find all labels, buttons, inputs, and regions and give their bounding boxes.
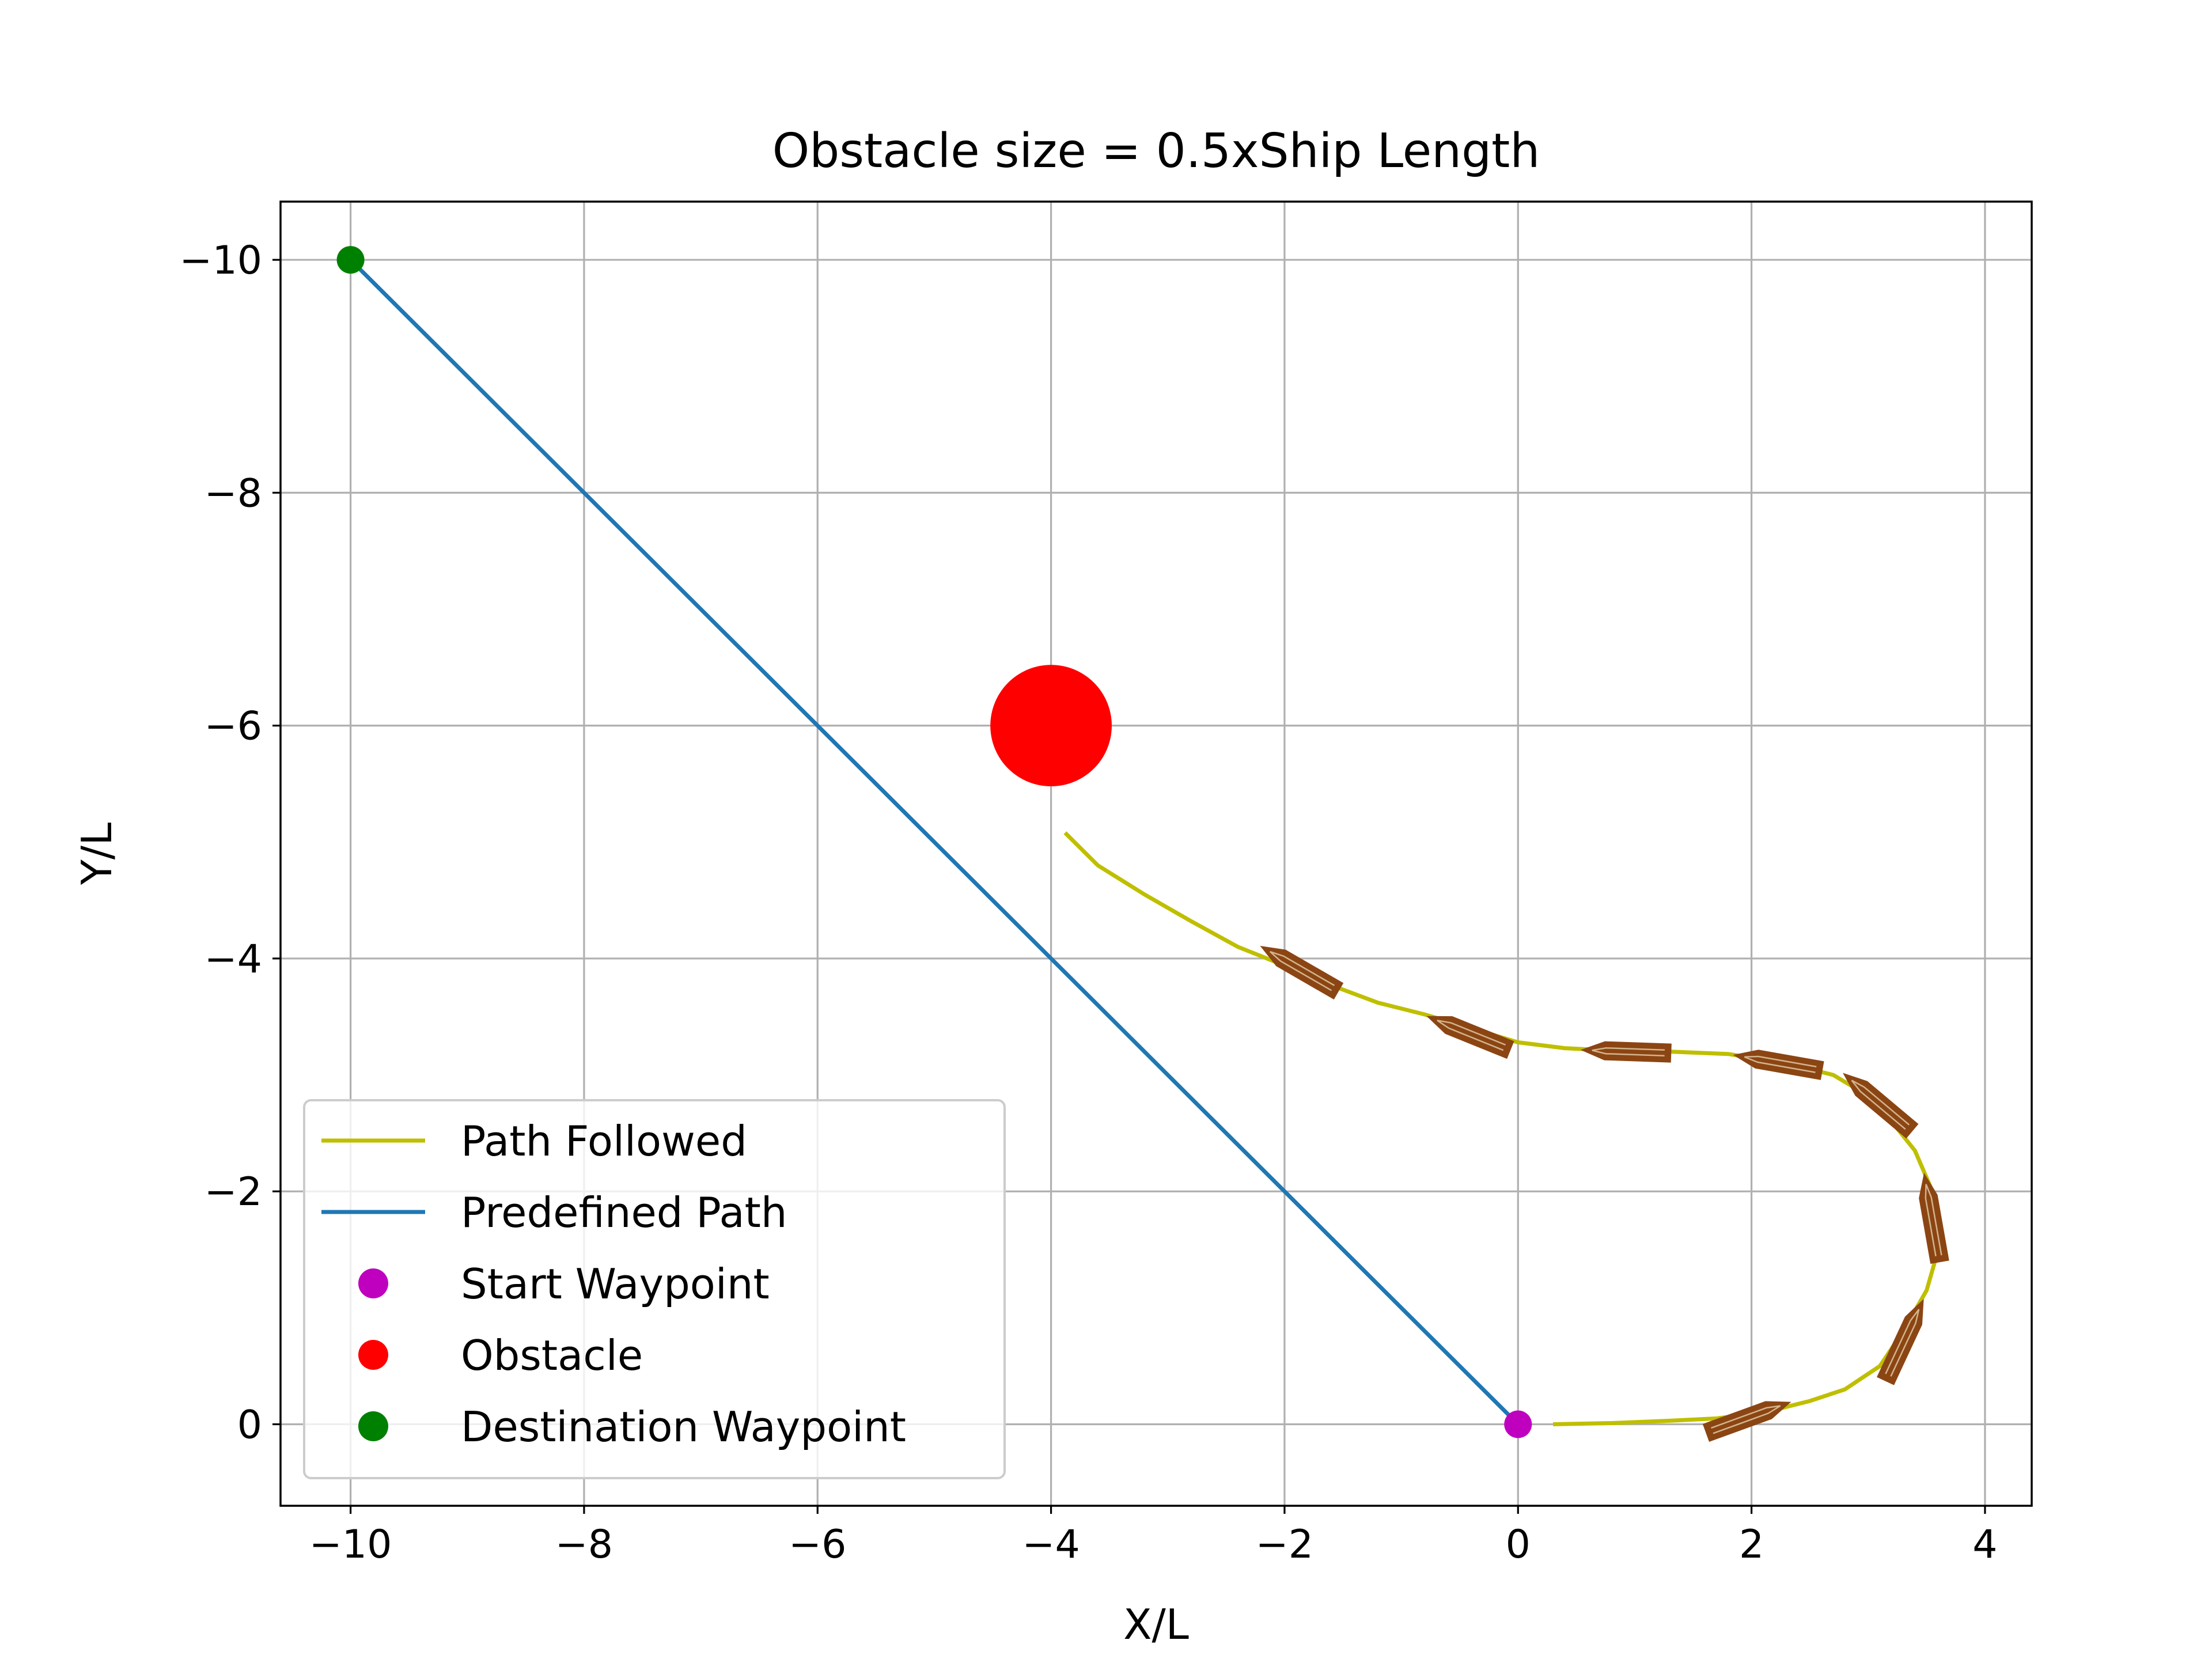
ship-hull — [1843, 1073, 1919, 1139]
x-tick-label: −6 — [789, 1522, 846, 1567]
ship-hull — [1733, 1050, 1824, 1080]
obstacle-marker — [990, 665, 1112, 787]
plot-data — [336, 246, 1949, 1442]
predefined-path-line — [349, 258, 1520, 1426]
ship-deck-line — [1885, 1309, 1920, 1377]
x-tick-label: −2 — [1256, 1522, 1313, 1567]
legend-swatch-destination-waypoint — [358, 1411, 388, 1441]
ship-deck-line — [1744, 1055, 1817, 1073]
legend-label-path-followed: Path Followed — [461, 1117, 747, 1165]
y-tick-label: −10 — [179, 238, 262, 283]
ship-deck-line — [1437, 1020, 1506, 1051]
y-tick-label: 0 — [237, 1403, 262, 1448]
ship-deck-line — [1851, 1080, 1910, 1130]
ship-marker — [1702, 1401, 1791, 1442]
x-axis-label: X/L — [1123, 1600, 1189, 1649]
legend: Path Followed Predefined Path Start Waypoi… — [303, 1099, 1006, 1479]
ship-marker — [1877, 1298, 1924, 1385]
ship-deck-line — [1711, 1405, 1781, 1434]
ship-marker — [1426, 1016, 1514, 1059]
ship-hull — [1580, 1041, 1672, 1063]
x-tick-label: 4 — [1972, 1522, 1997, 1567]
axis-ticks: −10 −8 −6 −4 −2 0 2 4 −10 −8 −6 −4 −2 0 — [179, 238, 1997, 1567]
x-tick-label: −10 — [309, 1522, 392, 1567]
y-tick-label: −8 — [204, 471, 262, 516]
legend-swatch-start-waypoint — [358, 1268, 388, 1298]
y-axis-label: Y/L — [73, 823, 121, 885]
plot-frame — [279, 200, 2033, 1507]
x-tick-label: 0 — [1506, 1522, 1531, 1567]
x-tick-label: 2 — [1739, 1522, 1764, 1567]
ship-marker — [1580, 1041, 1672, 1063]
ship-deck-line — [1925, 1184, 1942, 1256]
legend-label-start-waypoint: Start Waypoint — [461, 1260, 770, 1308]
legend-label-destination-waypoint: Destination Waypoint — [461, 1403, 906, 1451]
grid-lines — [281, 202, 2032, 1506]
chart-title: Obstacle size = 0.5xShip Length — [772, 124, 1540, 179]
ship-marker — [1843, 1073, 1919, 1139]
ship-marker — [1919, 1172, 1949, 1264]
destination-waypoint-marker — [336, 246, 365, 274]
y-tick-label: −2 — [204, 1169, 262, 1215]
start-waypoint-marker — [1504, 1410, 1532, 1438]
ship-deck-line — [1592, 1047, 1665, 1057]
legend-label-obstacle: Obstacle — [461, 1331, 643, 1380]
ship-deck-line — [1270, 950, 1335, 991]
x-tick-label: −4 — [1022, 1522, 1080, 1567]
x-tick-label: −8 — [555, 1522, 613, 1567]
legend-box — [303, 1099, 1006, 1479]
legend-label-predefined-path: Predefined Path — [461, 1188, 787, 1237]
legend-swatch-obstacle — [358, 1340, 388, 1370]
ship-marker — [1733, 1050, 1824, 1080]
y-tick-label: −4 — [204, 937, 262, 982]
ship-hull — [1919, 1172, 1949, 1264]
y-tick-label: −6 — [204, 704, 262, 749]
ship-marker — [1260, 946, 1344, 1000]
